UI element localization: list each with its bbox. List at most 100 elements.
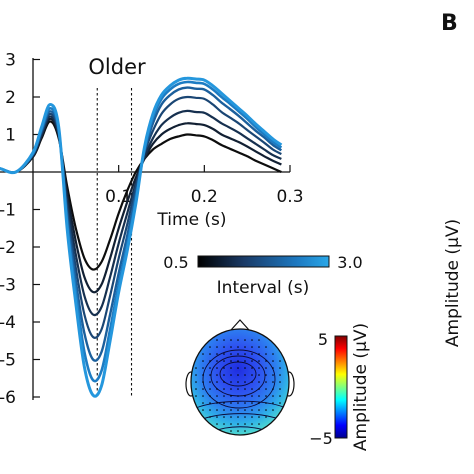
electrode-dot	[195, 388, 197, 390]
x-tick-label: 0.1	[105, 187, 132, 207]
electrode-dot	[202, 374, 204, 376]
electrode-dot	[279, 360, 281, 362]
electrode-dot	[237, 381, 239, 383]
electrode-dot	[230, 374, 232, 376]
electrode-dot	[244, 423, 246, 425]
electrode-dot	[216, 402, 218, 404]
electrode-dot	[244, 374, 246, 376]
topomap-colorbar-min: −5	[309, 429, 333, 448]
topomap-colorbar-label: Amplitude (μV)	[351, 323, 371, 451]
electrode-dot	[223, 416, 225, 418]
electrode-dot	[202, 367, 204, 369]
electrode-dot	[279, 402, 281, 404]
electrode-dot	[279, 381, 281, 383]
y-tick-label: 2	[5, 88, 16, 108]
electrode-dot	[195, 374, 197, 376]
electrode-dot	[251, 423, 253, 425]
electrode-dot	[258, 402, 260, 404]
head-outline	[190, 328, 290, 436]
x-tick-label: 0.2	[191, 187, 218, 207]
electrode-dot	[244, 402, 246, 404]
x-tick-label: 0.3	[276, 187, 303, 207]
electrode-dot	[258, 367, 260, 369]
y-tick-label: -5	[0, 351, 16, 371]
electrode-dot	[223, 423, 225, 425]
electrode-dot	[223, 346, 225, 348]
electrode-dot	[202, 353, 204, 355]
electrode-dot	[216, 388, 218, 390]
electrode-dot	[237, 339, 239, 341]
electrode-dot	[251, 367, 253, 369]
electrode-dot	[258, 339, 260, 341]
electrode-dot	[223, 374, 225, 376]
electrode-dot	[258, 395, 260, 397]
electrode-dot	[237, 388, 239, 390]
electrode-dot	[244, 388, 246, 390]
electrode-dot	[237, 360, 239, 362]
electrode-dot	[230, 395, 232, 397]
electrode-dot	[209, 360, 211, 362]
y-tick-label: 1	[5, 126, 16, 146]
electrode-dot	[209, 346, 211, 348]
interval-colorbar-max: 3.0	[337, 253, 362, 272]
electrode-dot	[244, 416, 246, 418]
electrode-dot	[237, 367, 239, 369]
electrode-dot	[202, 381, 204, 383]
electrode-dot	[223, 381, 225, 383]
electrode-dot	[209, 367, 211, 369]
electrode-dot	[216, 374, 218, 376]
electrode-dot	[258, 360, 260, 362]
y-tick-label: -4	[0, 313, 16, 333]
electrode-dot	[265, 395, 267, 397]
electrode-dot	[244, 409, 246, 411]
electrode-dot	[244, 381, 246, 383]
electrode-dot	[258, 346, 260, 348]
electrode-dot	[209, 402, 211, 404]
electrode-dot	[244, 430, 246, 432]
electrode-dot	[272, 367, 274, 369]
electrode-dot	[230, 367, 232, 369]
electrode-dot	[209, 353, 211, 355]
electrode-dot	[195, 381, 197, 383]
electrode-dot	[216, 360, 218, 362]
y-tick-label: 3	[5, 51, 16, 71]
scalp-topomap	[185, 319, 295, 436]
interval-colorbar-min: 0.5	[163, 253, 188, 272]
electrode-dot	[195, 367, 197, 369]
electrode-dot	[230, 409, 232, 411]
electrode-dot	[209, 374, 211, 376]
electrode-dot	[237, 402, 239, 404]
electrode-dot	[223, 360, 225, 362]
electrode-dot	[230, 402, 232, 404]
electrode-dot	[244, 346, 246, 348]
electrode-dot	[258, 353, 260, 355]
electrode-dot	[272, 360, 274, 362]
electrode-dot	[202, 395, 204, 397]
electrode-dot	[265, 353, 267, 355]
electrode-dot	[265, 360, 267, 362]
electrode-dot	[202, 409, 204, 411]
electrode-dot	[237, 409, 239, 411]
electrode-dot	[251, 339, 253, 341]
electrode-dot	[251, 346, 253, 348]
electrode-dot	[216, 367, 218, 369]
electrode-dot	[244, 367, 246, 369]
electrode-dot	[209, 409, 211, 411]
electrode-dot	[251, 416, 253, 418]
erp-series-line-1	[0, 120, 282, 271]
electrode-dot	[230, 353, 232, 355]
electrode-dot	[216, 353, 218, 355]
head-nose	[230, 319, 250, 331]
y-tick-label: -2	[0, 238, 16, 258]
electrode-dot	[237, 430, 239, 432]
electrode-dot	[230, 416, 232, 418]
electrode-dot	[258, 409, 260, 411]
electrode-dot	[265, 381, 267, 383]
electrode-dot	[244, 353, 246, 355]
electrode-dot	[202, 360, 204, 362]
electrode-dot	[195, 395, 197, 397]
electrode-dot	[251, 402, 253, 404]
electrode-dot	[223, 339, 225, 341]
electrode-dot	[216, 339, 218, 341]
